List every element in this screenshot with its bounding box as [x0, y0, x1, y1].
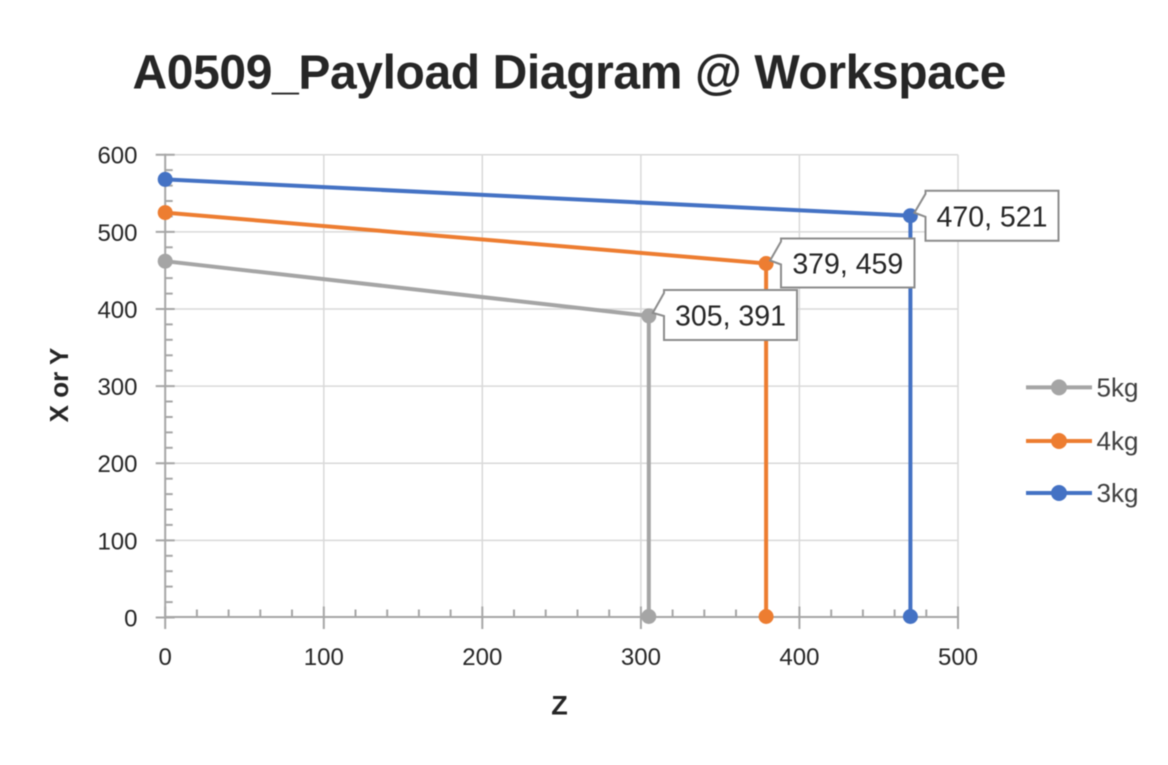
svg-text:600: 600	[97, 143, 137, 170]
svg-text:4kg: 4kg	[1097, 426, 1139, 456]
svg-text:100: 100	[97, 528, 137, 555]
svg-text:500: 500	[97, 220, 137, 247]
svg-text:200: 200	[97, 451, 137, 478]
svg-text:200: 200	[462, 644, 502, 671]
svg-text:0: 0	[159, 644, 172, 671]
svg-text:400: 400	[779, 644, 819, 671]
svg-text:379, 459: 379, 459	[792, 249, 903, 281]
svg-text:305, 391: 305, 391	[675, 301, 786, 333]
svg-text:400: 400	[97, 297, 137, 324]
svg-text:100: 100	[304, 644, 344, 671]
svg-text:300: 300	[621, 644, 661, 671]
svg-text:Z: Z	[551, 691, 568, 721]
svg-text:470, 521: 470, 521	[937, 201, 1048, 233]
svg-text:5kg: 5kg	[1097, 372, 1139, 402]
svg-text:X or Y: X or Y	[44, 348, 74, 423]
svg-text:300: 300	[97, 374, 137, 401]
svg-text:3kg: 3kg	[1097, 478, 1139, 508]
svg-text:500: 500	[938, 644, 978, 671]
svg-text:0: 0	[124, 606, 137, 633]
svg-text:A0509_Payload Diagram @ Worksp: A0509_Payload Diagram @ Workspace	[133, 47, 1007, 100]
